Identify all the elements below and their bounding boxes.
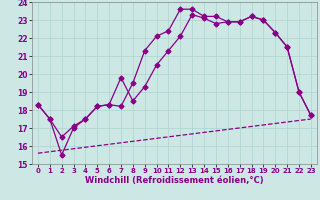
X-axis label: Windchill (Refroidissement éolien,°C): Windchill (Refroidissement éolien,°C) (85, 176, 264, 185)
